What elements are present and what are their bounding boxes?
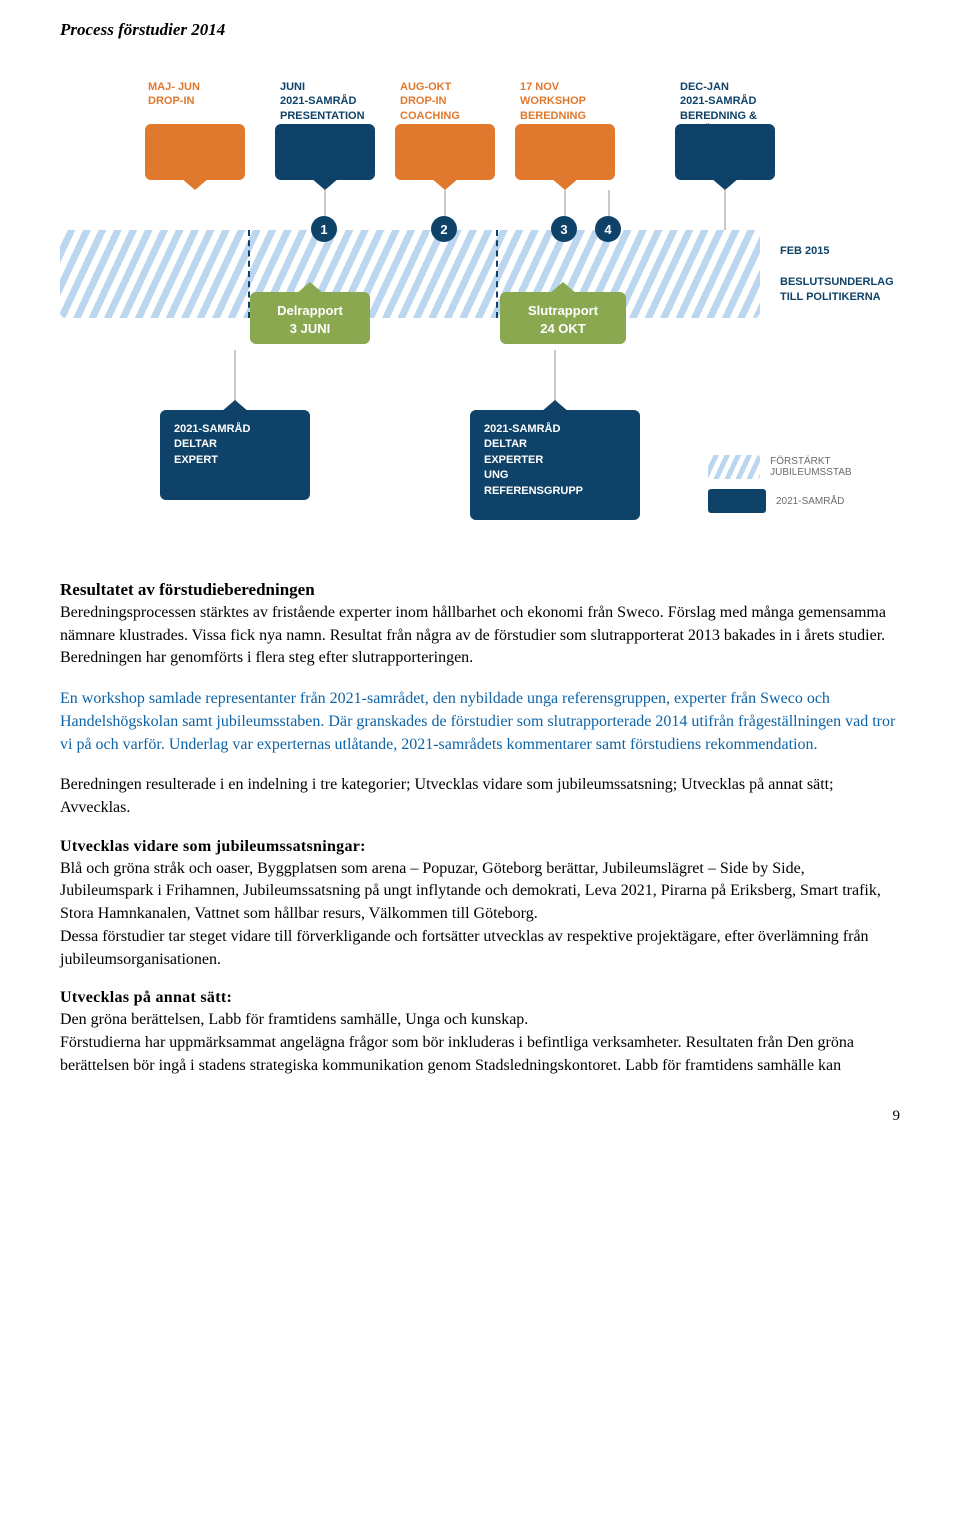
timeline-milestone-box: Delrapport3 JUNI (250, 292, 370, 344)
process-timeline-diagram: MAJ- JUNDROP-IN JUNI2021-SAMRÅDPRESENTATI… (60, 60, 900, 540)
sub1-body: Blå och gröna stråk och oaser, Byggplats… (60, 858, 900, 972)
legend-row: FÖRSTÄRKT JUBILEUMSSTAB (708, 455, 900, 479)
timeline-tab (675, 124, 775, 180)
subheading-2: Utvecklas på annat sätt: (60, 989, 900, 1007)
timeline-tab (145, 124, 245, 180)
timeline-chip: 3 (551, 216, 577, 242)
timeline-tab (515, 124, 615, 180)
timeline-divider (496, 230, 498, 318)
body-paragraph-1: Beredningsprocessen stärktes av friståen… (60, 602, 900, 670)
timeline-tab (275, 124, 375, 180)
section-heading: Resultatet av förstudieberedningen (60, 580, 900, 600)
page-number: 9 (60, 1108, 900, 1125)
timeline-top-label: JUNI2021-SAMRÅDPRESENTATION (280, 80, 365, 123)
connector-line (564, 190, 566, 218)
connector-line (324, 190, 326, 218)
connector-line (724, 190, 726, 230)
timeline-chip: 4 (595, 216, 621, 242)
body-paragraph-2: En workshop samlade representanter från … (60, 688, 900, 756)
timeline-legend: FÖRSTÄRKT JUBILEUMSSTAB 2021-SAMRÅD (708, 455, 900, 523)
timeline-side-label: FEB 2015BESLUTSUNDERLAGTILL POLITIKERNA (780, 244, 894, 306)
legend-swatch (708, 455, 760, 479)
connector-line (444, 190, 446, 218)
timeline-chip: 2 (431, 216, 457, 242)
timeline-top-label: 17 NOVWORKSHOPBEREDNING (520, 80, 586, 123)
timeline-top-label: AUG-OKTDROP-INCOACHING (400, 80, 460, 123)
body-paragraph-3: Beredningen resulterade i en indelning i… (60, 774, 900, 819)
subheading-1: Utvecklas vidare som jubileumssatsningar… (60, 838, 900, 856)
timeline-bottom-box: 2021-SAMRÅDDELTAREXPERTERUNGREFERENSGRUP… (470, 410, 640, 520)
timeline-top-label: MAJ- JUNDROP-IN (148, 80, 200, 109)
timeline-chip: 1 (311, 216, 337, 242)
connector-line (608, 190, 610, 218)
legend-row: 2021-SAMRÅD (708, 489, 900, 513)
timeline-tab (395, 124, 495, 180)
legend-swatch (708, 489, 766, 513)
connector-line (234, 350, 236, 402)
connector-line (554, 350, 556, 402)
timeline-bottom-box: 2021-SAMRÅDDELTAREXPERT (160, 410, 310, 500)
legend-label: FÖRSTÄRKT JUBILEUMSSTAB (770, 456, 900, 478)
timeline-bar (60, 230, 760, 318)
sub2-body: Den gröna berättelsen, Labb för framtide… (60, 1009, 900, 1077)
timeline-milestone-box: Slutrapport24 OKT (500, 292, 626, 344)
legend-label: 2021-SAMRÅD (776, 496, 844, 507)
page-title: Process förstudier 2014 (60, 20, 900, 40)
